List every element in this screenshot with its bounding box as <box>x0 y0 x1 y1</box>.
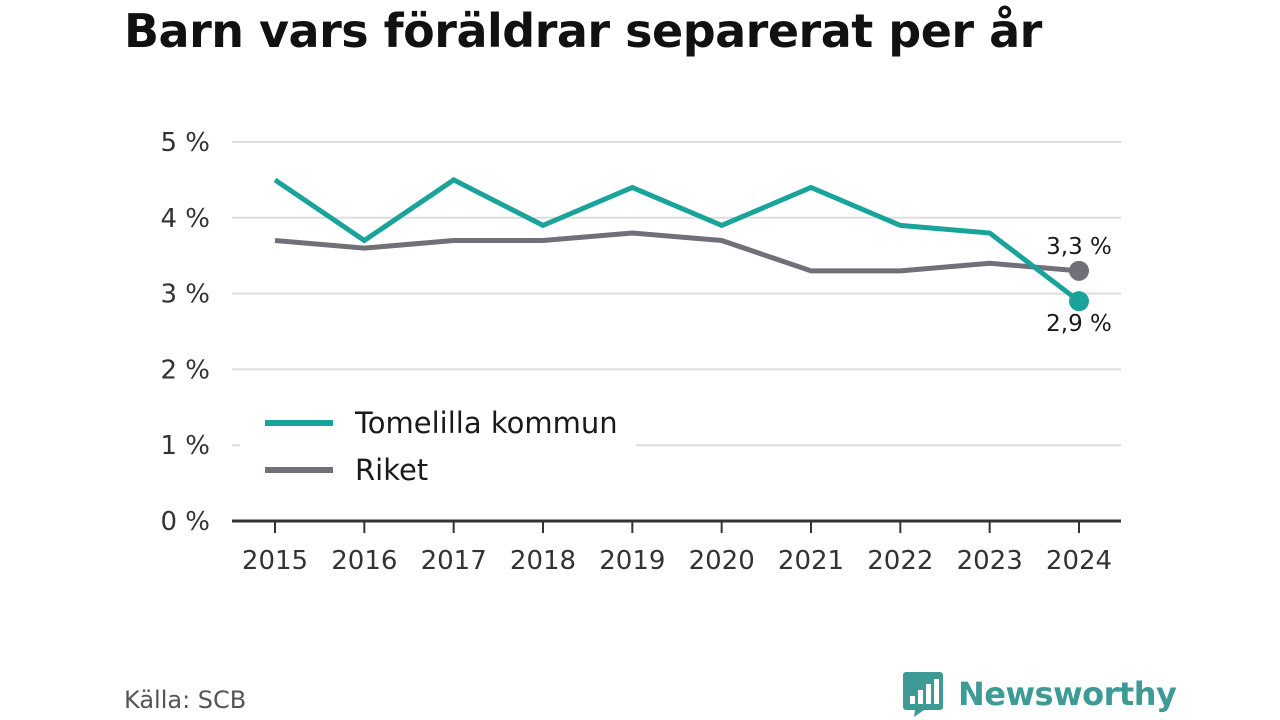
series-line <box>273 177 1081 304</box>
x-tick-label: 2021 <box>778 546 844 576</box>
x-tick-label: 2017 <box>421 546 487 576</box>
brand-name: Newsworthy <box>958 675 1177 713</box>
x-tick-label: 2023 <box>957 546 1023 576</box>
x-tick-label: 2022 <box>867 546 933 576</box>
bar-chart-speech-bubble-icon <box>903 672 943 717</box>
end-value-label: 3,3 % <box>1046 234 1112 260</box>
y-tick-label: 0 % <box>160 507 210 537</box>
series-line <box>274 230 1080 274</box>
end-labels: 2,9 % 3,3 % <box>1046 234 1112 337</box>
chart-title: Barn vars föräldrar separerat per år <box>124 4 1042 58</box>
x-tick-label: 2016 <box>331 546 397 576</box>
y-tick-label: 1 % <box>160 431 210 461</box>
x-tick-label: 2020 <box>689 546 755 576</box>
legend-label: Tomelilla kommun <box>354 406 618 440</box>
y-tick-label: 3 % <box>160 280 210 310</box>
x-tick-label: 2018 <box>510 546 576 576</box>
end-point <box>1069 291 1089 312</box>
legend-label: Riket <box>355 453 428 487</box>
x-tick-label: 2019 <box>599 546 665 576</box>
end-point <box>1069 260 1089 281</box>
brand-logo: Newsworthy <box>902 670 1177 718</box>
y-tick-label: 5 % <box>160 128 210 158</box>
legend: Tomelilla kommun Riket <box>240 395 636 495</box>
x-tick-label: 2024 <box>1046 546 1112 576</box>
end-value-label: 2,9 % <box>1046 311 1112 337</box>
x-axis: 2015 2016 2017 2018 2019 2020 2021 2022 2023 2024 <box>232 519 1121 576</box>
x-tick-label: 2015 <box>242 546 308 576</box>
y-tick-label: 2 % <box>160 355 210 385</box>
y-axis-labels: 0 % 1 % 2 % 3 % 4 % 5 % <box>160 128 210 537</box>
series-lines <box>273 177 1089 312</box>
y-tick-label: 4 % <box>160 204 210 234</box>
legend-background <box>240 395 636 495</box>
source-note: Källa: SCB <box>124 686 247 714</box>
